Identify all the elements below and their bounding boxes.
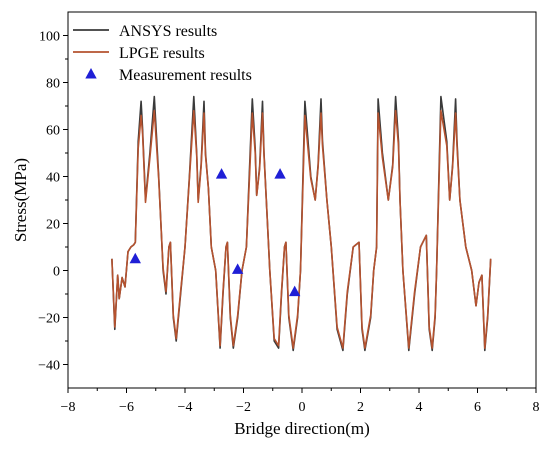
- y-tick-label: −20: [38, 312, 60, 327]
- x-tick-label: −4: [178, 400, 193, 415]
- y-tick-label: 80: [46, 77, 60, 92]
- plot-area: [111, 95, 492, 352]
- measurement-point: [215, 168, 228, 179]
- x-axis-label: Bridge direction(m): [234, 419, 370, 438]
- x-tick-label: −2: [236, 400, 251, 415]
- y-tick-label: 60: [46, 124, 60, 139]
- measurement-point: [231, 263, 244, 274]
- y-tick-label: 0: [53, 265, 60, 280]
- x-tick-label: 2: [357, 400, 364, 415]
- series-layer: [111, 95, 492, 352]
- lpge-results-line: [111, 109, 492, 349]
- y-tick-label: 20: [46, 218, 60, 233]
- measurement-point: [129, 252, 141, 264]
- legend-label-lpge-results: LPGE results: [119, 45, 205, 62]
- x-tick-label: −6: [119, 400, 134, 415]
- y-tick-label: 40: [46, 171, 60, 186]
- x-tick-label: 8: [533, 400, 540, 415]
- legend-label-ansys-results: ANSYS results: [119, 23, 217, 40]
- measurement-point: [288, 285, 301, 297]
- x-tick-label: 4: [416, 400, 423, 415]
- x-tick-label: 6: [474, 400, 481, 415]
- y-tick-label: 100: [39, 30, 60, 45]
- legend: ANSYS results LPGE results Measurement res…: [73, 23, 252, 84]
- legend-swatch-measurement-results: [85, 68, 97, 79]
- y-axis-label: Stress(MPa): [11, 158, 30, 242]
- y-tick-label: −40: [38, 359, 60, 374]
- legend-label-measurement-results: Measurement results: [119, 67, 252, 84]
- x-tick-label: −8: [61, 400, 76, 415]
- x-tick-label: 0: [299, 400, 306, 415]
- measurement-point: [274, 168, 286, 179]
